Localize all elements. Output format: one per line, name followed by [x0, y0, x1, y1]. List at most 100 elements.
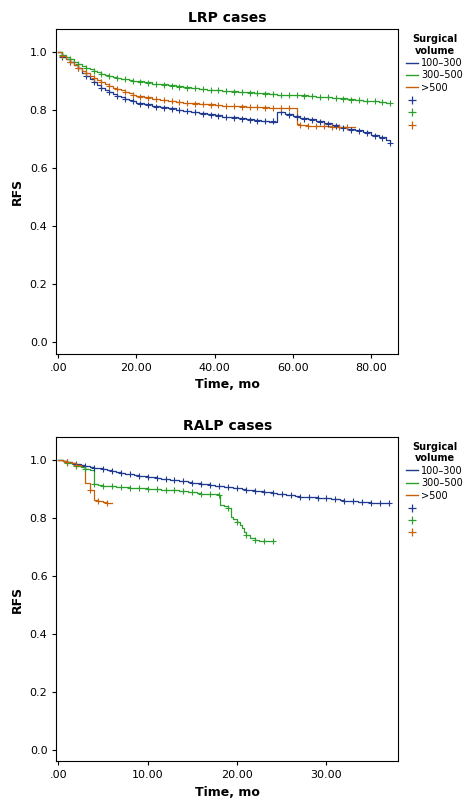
Point: [137, 75, 144, 88]
Point: [215, 109, 222, 122]
Point: [171, 484, 178, 497]
Point: [260, 485, 268, 498]
Point: [222, 84, 230, 97]
Point: [262, 115, 269, 128]
Point: [246, 100, 254, 113]
Point: [90, 75, 97, 88]
Point: [108, 465, 116, 478]
Point: [64, 456, 71, 469]
Point: [358, 496, 366, 509]
Point: [108, 480, 116, 492]
Point: [233, 482, 241, 495]
Point: [145, 92, 152, 104]
Point: [277, 106, 285, 119]
Title: RALP cases: RALP cases: [182, 419, 272, 433]
Point: [73, 458, 80, 471]
Point: [90, 478, 98, 491]
Point: [58, 49, 66, 62]
Point: [222, 111, 230, 124]
Point: [287, 489, 294, 502]
Point: [344, 121, 351, 134]
Point: [230, 85, 238, 98]
Point: [113, 89, 121, 102]
Point: [269, 115, 277, 128]
Point: [99, 480, 107, 492]
Point: [66, 53, 74, 66]
X-axis label: Time, mo: Time, mo: [195, 786, 260, 799]
Point: [254, 100, 261, 113]
Point: [189, 476, 196, 489]
Point: [367, 496, 375, 509]
Point: [238, 85, 246, 98]
Point: [242, 483, 250, 496]
Point: [296, 490, 303, 503]
Point: [145, 99, 152, 112]
Point: [347, 123, 355, 136]
Point: [336, 121, 343, 134]
Point: [168, 95, 175, 108]
Point: [246, 113, 254, 126]
Point: [242, 529, 250, 542]
Point: [183, 96, 191, 109]
Point: [180, 485, 187, 498]
Point: [269, 101, 277, 114]
Point: [121, 85, 128, 98]
Point: [153, 471, 160, 484]
Point: [207, 479, 214, 492]
Point: [160, 101, 168, 114]
Point: [126, 481, 134, 494]
Point: [58, 50, 66, 63]
Point: [81, 463, 89, 475]
Point: [58, 49, 66, 62]
Point: [301, 112, 308, 125]
Point: [386, 96, 394, 109]
Point: [73, 458, 80, 471]
Point: [98, 76, 105, 89]
Point: [95, 495, 102, 508]
Point: [90, 64, 97, 77]
Point: [293, 88, 301, 101]
Point: [162, 473, 169, 486]
Point: [198, 477, 205, 490]
Point: [379, 132, 386, 145]
Point: [176, 104, 183, 117]
Point: [90, 461, 98, 474]
Point: [305, 491, 312, 504]
Point: [207, 109, 214, 122]
Point: [262, 101, 269, 114]
Point: [269, 534, 277, 547]
Point: [277, 101, 285, 114]
Point: [171, 474, 178, 487]
Point: [332, 92, 339, 104]
Point: [74, 62, 82, 75]
Point: [105, 86, 113, 99]
Point: [316, 91, 324, 104]
Point: [152, 100, 160, 113]
Point: [129, 95, 137, 108]
Point: [104, 496, 111, 509]
Point: [262, 87, 269, 100]
Point: [152, 77, 160, 90]
Point: [230, 112, 238, 125]
Point: [324, 91, 331, 104]
Point: [81, 459, 89, 472]
Point: [135, 482, 143, 495]
Point: [254, 87, 261, 100]
Point: [341, 494, 348, 507]
Point: [301, 89, 308, 102]
Point: [98, 81, 105, 94]
Y-axis label: RFS: RFS: [11, 177, 24, 205]
Point: [312, 120, 320, 133]
Title: LRP cases: LRP cases: [188, 11, 266, 25]
Point: [137, 90, 144, 103]
Point: [168, 103, 175, 116]
Point: [309, 114, 316, 127]
Point: [285, 88, 292, 101]
Point: [117, 480, 125, 493]
Point: [135, 469, 143, 482]
Point: [297, 118, 304, 131]
Point: [191, 97, 199, 110]
Legend: 100–300, 300–500, >500, , , : 100–300, 300–500, >500, , ,: [406, 441, 463, 538]
Point: [113, 71, 121, 84]
Point: [153, 483, 160, 496]
